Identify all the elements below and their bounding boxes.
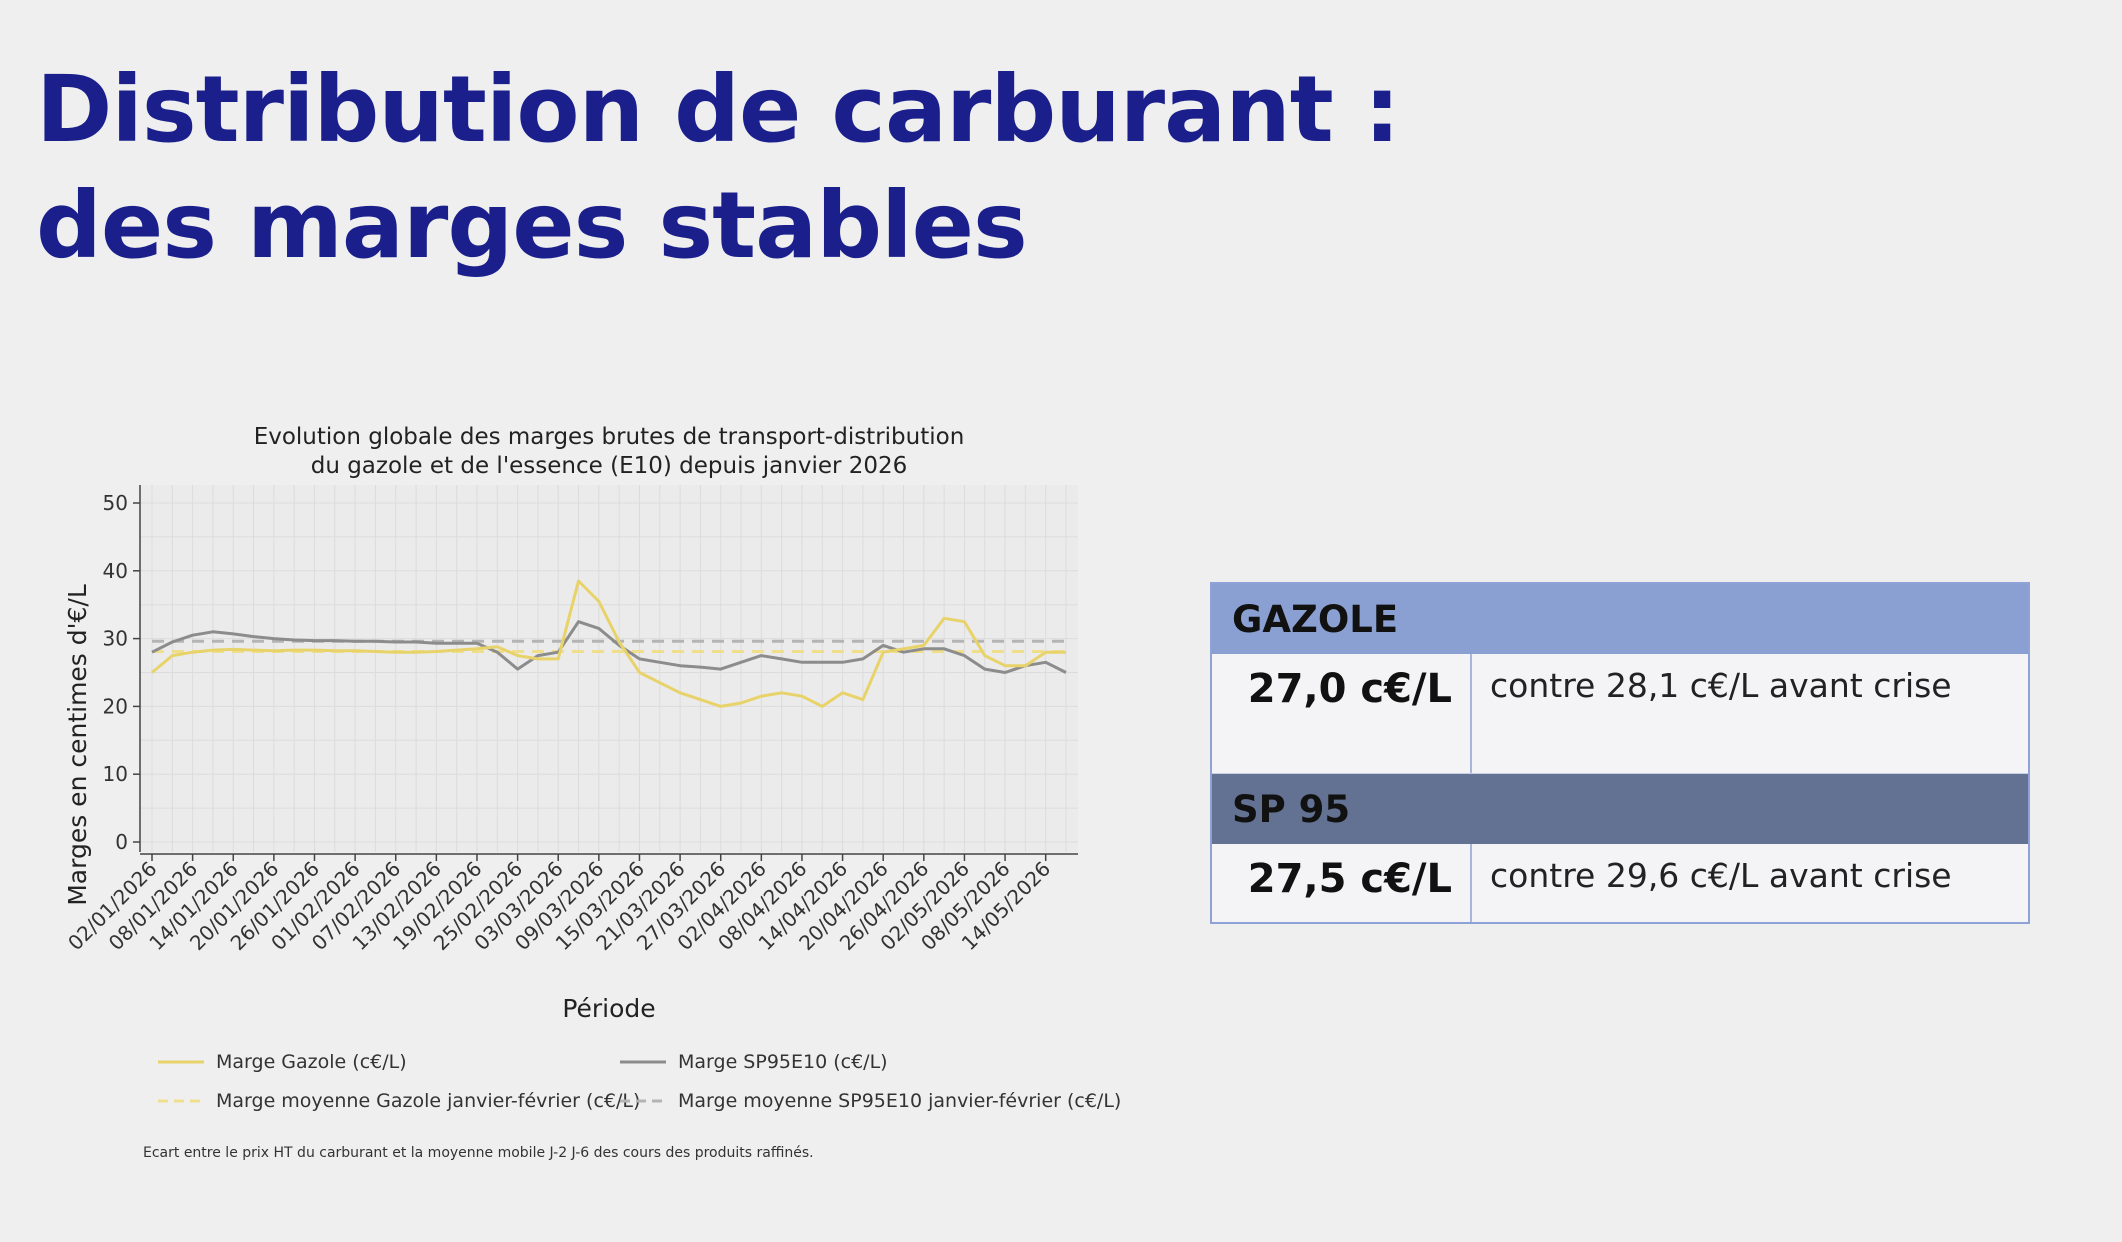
chart-footnote: Ecart entre le prix HT du carburant et l… <box>143 1145 814 1161</box>
slide-title: Distribution de carburant : des marges s… <box>36 52 1401 284</box>
series-line-2 <box>151 620 1067 674</box>
y-tick-label: 40 <box>103 559 128 583</box>
sp95-row: 27,5 c€/L contre 29,6 c€/L avant crise <box>1212 844 2028 922</box>
y-tick-label: 30 <box>103 627 128 651</box>
chart-title-line2: du gazole et de l'essence (E10) depuis j… <box>311 453 908 479</box>
series-line-1 <box>151 579 1066 708</box>
margins-chart: Evolution globale des marges brutes de t… <box>63 424 1121 1161</box>
plot-background <box>140 485 1078 852</box>
chart-grid <box>140 485 1078 852</box>
margin-summary-table: GAZOLE 27,0 c€/L contre 28,1 c€/L avant … <box>1210 582 2030 924</box>
legend-label-3: Marge moyenne Gazole janvier-février (c€… <box>216 1090 640 1112</box>
chart-series <box>151 579 1067 708</box>
chart-axes <box>133 485 1078 861</box>
sp95-header: SP 95 <box>1212 774 2028 844</box>
y-tick-label: 10 <box>103 762 128 786</box>
slide-title-line2: des marges stables <box>36 172 1028 279</box>
y-axis-label: Marges en centimes d'€/L <box>63 584 92 906</box>
y-tick-label: 20 <box>103 694 128 718</box>
legend-label-4: Marge moyenne SP95E10 janvier-février (c… <box>678 1090 1121 1112</box>
x-tick-labels: 02/01/202608/01/202614/01/202620/01/2026… <box>63 857 1055 955</box>
y-tick-labels: 0 10 20 30 40 50 <box>103 491 128 854</box>
sp95-value: 27,5 c€/L <box>1212 844 1472 922</box>
gazole-value: 27,0 c€/L <box>1212 654 1472 773</box>
gazole-row: 27,0 c€/L contre 28,1 c€/L avant crise <box>1212 654 2028 774</box>
y-tick-label: 50 <box>103 491 128 515</box>
x-axis-label: Période <box>562 994 655 1023</box>
gazole-comparison: contre 28,1 c€/L avant crise <box>1490 666 1952 705</box>
slide-title-line1: Distribution de carburant : <box>36 56 1401 163</box>
chart-title-line1: Evolution globale des marges brutes de t… <box>254 424 965 450</box>
gazole-header: GAZOLE <box>1212 584 2028 654</box>
y-tick-label: 0 <box>115 830 128 854</box>
legend-label-2: Marge SP95E10 (c€/L) <box>678 1051 888 1073</box>
legend-label-1: Marge Gazole (c€/L) <box>216 1051 407 1073</box>
sp95-comparison: contre 29,6 c€/L avant crise <box>1490 856 1952 895</box>
chart-legend: Marge Gazole (c€/L) Marge SP95E10 (c€/L) M… <box>158 1051 1121 1112</box>
